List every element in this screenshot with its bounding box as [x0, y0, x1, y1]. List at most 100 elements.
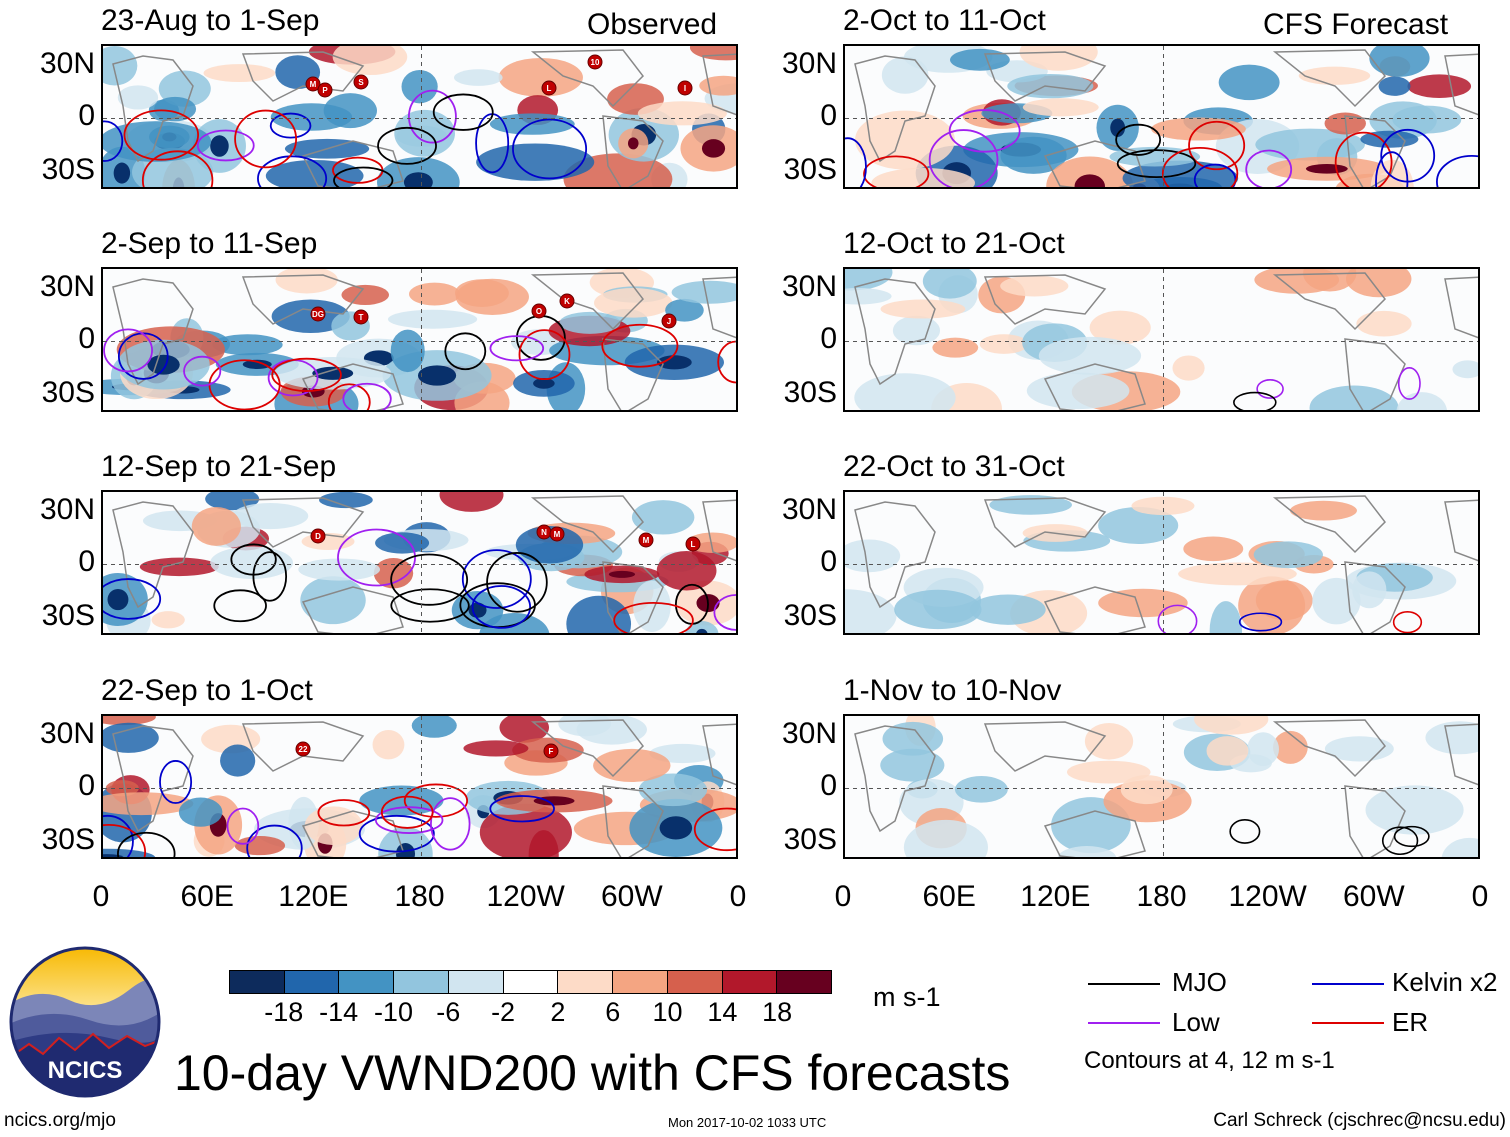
- vwnd-map: M P S L 10 I: [101, 44, 738, 189]
- coastline: [1344, 561, 1406, 633]
- wave-contour: [713, 594, 736, 631]
- storm-label: 22: [299, 745, 308, 754]
- tropical-cyclone-icon: DG: [310, 306, 326, 322]
- latitude-label: 30N: [781, 717, 837, 750]
- anomaly-blob: [401, 69, 438, 104]
- anomaly-blob: [637, 101, 727, 126]
- wave-contour: [1334, 131, 1393, 187]
- coastline: [530, 49, 644, 108]
- wave-contour: [432, 93, 494, 131]
- colorbar-units: m s-1: [873, 982, 941, 1012]
- anomaly-blob: [1206, 736, 1249, 766]
- anomaly-core: [701, 139, 726, 158]
- colorbar-tick-label: -18: [264, 997, 304, 1027]
- storm-label: F: [549, 747, 554, 756]
- colorbar-swatch: [503, 971, 559, 993]
- wave-contour: [461, 549, 532, 609]
- latitude-label: 30N: [39, 270, 95, 303]
- coastline: [702, 276, 736, 339]
- coastline: [602, 785, 664, 857]
- anomaly-blob: [341, 284, 389, 305]
- anomaly-blob: [463, 740, 529, 757]
- anomaly-core: [468, 602, 487, 618]
- wave-contour: [518, 329, 571, 381]
- latitude-label: 30N: [781, 47, 837, 80]
- longitude-label: 60W: [600, 880, 663, 913]
- wave-contour: [226, 807, 260, 845]
- anomaly-blob: [409, 282, 461, 306]
- wave-contour: [489, 795, 555, 823]
- wave-contour: [1393, 825, 1430, 848]
- wave-contour: [489, 335, 545, 362]
- anomaly-blob: [1392, 105, 1462, 134]
- latitude-label: 30S: [41, 153, 95, 186]
- coastline: [1344, 785, 1406, 857]
- anomaly-blob: [103, 46, 138, 86]
- anomaly-blob: [932, 337, 979, 358]
- anomaly-blob: [139, 557, 219, 577]
- colorbar-tick-label: 10: [652, 997, 683, 1027]
- anomaly-blob: [665, 298, 704, 322]
- anomaly-blob: [845, 288, 892, 305]
- latitude-label: 30N: [39, 717, 95, 750]
- longitude-label: 180: [1136, 880, 1187, 913]
- panel-period-title: 23-Aug to 1-Sep: [101, 4, 320, 37]
- anomaly-blob: [845, 589, 897, 633]
- latitude-label: 30N: [39, 47, 95, 80]
- anomaly-blob: [631, 500, 695, 535]
- tropical-cyclone-icon: L: [541, 80, 557, 96]
- anomaly-blob: [979, 334, 1029, 354]
- anomaly-blob: [1084, 723, 1134, 760]
- wave-contour: [159, 760, 193, 804]
- wave-contour: [471, 585, 532, 629]
- wave-contour: [230, 543, 277, 576]
- anomaly-blob: [845, 269, 893, 291]
- wave-contour: [342, 382, 392, 410]
- anomaly-core: [403, 172, 433, 187]
- latitude-label: 0: [78, 769, 95, 802]
- anomaly-core: [533, 377, 555, 389]
- wave-contour: [103, 814, 134, 857]
- anomaly-blob: [1441, 837, 1478, 857]
- coastline: [983, 497, 1107, 548]
- wave-contour: [1188, 120, 1246, 171]
- anomaly-blob: [1378, 76, 1411, 96]
- latitude-label: 30S: [41, 599, 95, 632]
- anomaly-blob: [1172, 355, 1205, 381]
- vwnd-map: DG T O K J: [101, 267, 738, 412]
- panel-period-title: 2-Oct to 11-Oct: [843, 4, 1046, 37]
- anomaly-blob: [373, 557, 414, 589]
- colorbar-swatch: [667, 971, 723, 993]
- storm-label: M: [554, 530, 561, 539]
- anomaly-blob: [1324, 736, 1394, 762]
- anomaly-blob: [411, 716, 457, 738]
- longitude-label: 120E: [1020, 880, 1091, 913]
- legend-low-line: [1088, 1022, 1160, 1024]
- anomaly-blob: [232, 502, 309, 530]
- latitude-label: 0: [820, 322, 837, 355]
- wave-contour: [337, 528, 416, 587]
- longitude-label: 0: [92, 880, 110, 913]
- anomaly-blob: [1298, 66, 1371, 85]
- anomaly-blob: [922, 269, 977, 299]
- latitude-label: 0: [78, 99, 95, 132]
- anomaly-blob: [528, 830, 559, 857]
- anomaly-blob: [154, 96, 197, 122]
- wave-contour: [444, 332, 487, 371]
- latitude-label: 30S: [783, 599, 837, 632]
- anomaly-blob: [1407, 74, 1472, 98]
- coastline: [1444, 723, 1478, 786]
- wave-contour: [103, 823, 147, 857]
- anomaly-blob: [1253, 541, 1323, 569]
- legend-low-label: Low: [1172, 1007, 1220, 1037]
- anomaly-blob: [950, 48, 1010, 71]
- wave-contour: [103, 328, 153, 373]
- wave-contour: [141, 150, 214, 187]
- wave-contour: [117, 831, 176, 857]
- anomaly-blob: [151, 611, 185, 629]
- anomaly-core: [113, 162, 131, 184]
- anomaly-blob: [1120, 775, 1173, 805]
- coastline: [1272, 272, 1386, 331]
- storm-label: T: [359, 313, 364, 322]
